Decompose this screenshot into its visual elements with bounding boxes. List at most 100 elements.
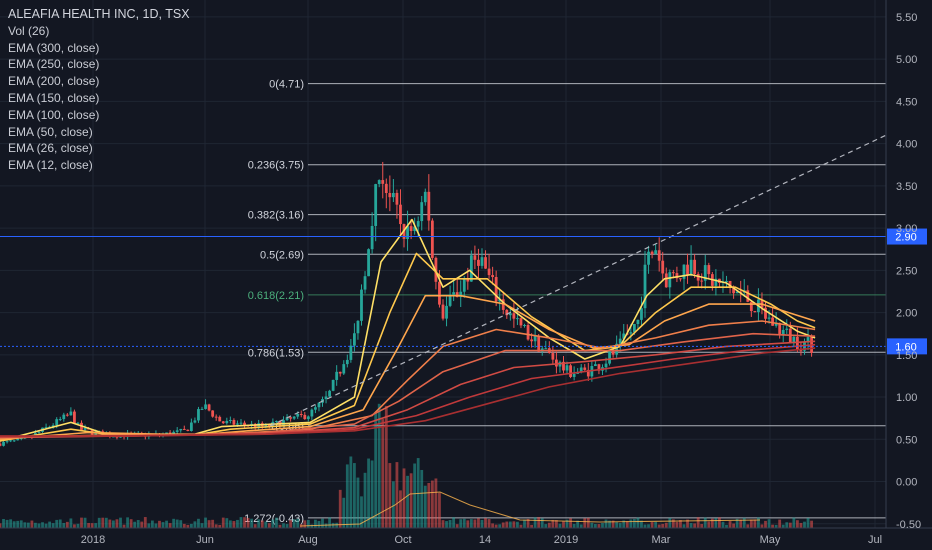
volume-bar: [143, 517, 147, 528]
volume-bar: [686, 519, 689, 528]
volume-bar: [427, 482, 431, 528]
volume-bar: [565, 519, 569, 528]
indicator-vol[interactable]: Vol (26): [8, 23, 50, 38]
candle-body: [586, 369, 590, 377]
volume-bar: [643, 524, 647, 528]
candle-body: [289, 417, 293, 419]
candle-body: [388, 192, 392, 198]
volume-ma-line: [299, 491, 761, 527]
candle-body: [696, 273, 700, 281]
candle-body: [179, 428, 183, 431]
volume-bar: [498, 524, 502, 528]
candle-body: [275, 420, 278, 422]
indicator-ema-150[interactable]: EMA (150, close): [8, 90, 100, 105]
candle-body: [544, 348, 548, 350]
candle-body: [406, 226, 409, 239]
volume-bar: [526, 518, 530, 528]
volume-bar: [267, 523, 271, 528]
volume-bar: [250, 518, 254, 528]
volume-bar: [306, 519, 310, 528]
candle-body: [221, 421, 225, 424]
volume-bar: [5, 519, 9, 528]
volume-bar: [757, 517, 760, 528]
candle-body: [806, 337, 810, 342]
candle-body: [523, 325, 526, 327]
candle-body: [462, 279, 466, 292]
volume-bar: [579, 524, 583, 528]
volume-bar: [388, 463, 392, 528]
volume-bar: [282, 523, 285, 528]
x-tick-label: 2019: [554, 534, 578, 546]
volume-bar: [221, 517, 225, 528]
candle-body: [331, 379, 335, 391]
volume-bar: [430, 480, 434, 528]
volume-bar: [2, 518, 5, 528]
volume-bar: [480, 519, 484, 528]
trend-line[interactable]: [269, 134, 887, 427]
candle-body: [445, 305, 448, 319]
candle-body: [643, 264, 647, 309]
candle-body: [285, 417, 289, 421]
volume-bar: [97, 517, 101, 528]
y-tick-label: 4.00: [896, 139, 917, 151]
fib-label: 0.5(2.69): [260, 249, 304, 261]
indicator-ema-50[interactable]: EMA (50, close): [8, 124, 93, 139]
volume-bar: [34, 522, 37, 528]
candle-body: [182, 428, 186, 430]
volume-bar: [321, 518, 324, 528]
volume-bar: [753, 519, 757, 528]
volume-bar: [76, 523, 80, 528]
indicator-ema-100[interactable]: EMA (100, close): [8, 107, 100, 122]
volume-bar: [778, 519, 782, 528]
candle-body: [774, 322, 778, 326]
candle-body: [593, 364, 597, 367]
volume-bar: [193, 521, 197, 528]
candle-body: [65, 414, 69, 416]
indicator-ema-12[interactable]: EMA (12, close): [8, 158, 93, 173]
volume-bar: [409, 473, 413, 528]
volume-bar: [278, 524, 282, 528]
candle-body: [374, 184, 378, 226]
candle-body: [508, 313, 512, 316]
candle-body: [349, 345, 353, 360]
y-tick-label: 4.50: [896, 96, 917, 108]
indicator-ema-26[interactable]: EMA (26, close): [8, 141, 93, 156]
volume-bar: [615, 522, 619, 528]
volume-bar: [760, 524, 764, 528]
volume-bar: [200, 523, 204, 528]
volume-bar: [94, 523, 98, 528]
indicator-ema-250[interactable]: EMA (250, close): [8, 57, 100, 72]
volume-bar: [558, 523, 562, 528]
candle-body: [239, 422, 243, 424]
candle-body: [703, 265, 707, 281]
volume-bar: [434, 478, 438, 528]
candle-body: [345, 359, 349, 365]
candle-body: [749, 301, 753, 312]
candle-body: [771, 317, 774, 326]
trend-line-path: [269, 134, 887, 427]
candle-body: [618, 338, 622, 344]
volume-bar: [41, 522, 44, 528]
volume-bar: [26, 522, 30, 528]
volume-bar: [576, 520, 580, 528]
volume-bar: [182, 523, 186, 528]
candle-body: [314, 407, 317, 410]
indicator-ema-300[interactable]: EMA (300, close): [8, 40, 100, 55]
x-tick-label: 2018: [81, 534, 105, 546]
candle-body: [197, 409, 200, 421]
indicator-ema-200[interactable]: EMA (200, close): [8, 74, 100, 89]
candle-body: [5, 441, 9, 443]
volume-bar: [158, 520, 161, 528]
candle-body: [675, 273, 679, 279]
candle-body: [664, 273, 668, 288]
fib-label: 0.236(3.75): [248, 160, 304, 172]
symbol-title[interactable]: ALEAFIA HEALTH INC, 1D, TSX: [8, 7, 190, 21]
volume-bar: [448, 520, 452, 528]
candle-body: [792, 336, 796, 343]
volume-bar: [501, 522, 505, 528]
candle-body: [306, 416, 310, 420]
volume-bar: [530, 524, 533, 528]
candle-body: [310, 409, 314, 417]
volume-bar: [494, 524, 498, 528]
